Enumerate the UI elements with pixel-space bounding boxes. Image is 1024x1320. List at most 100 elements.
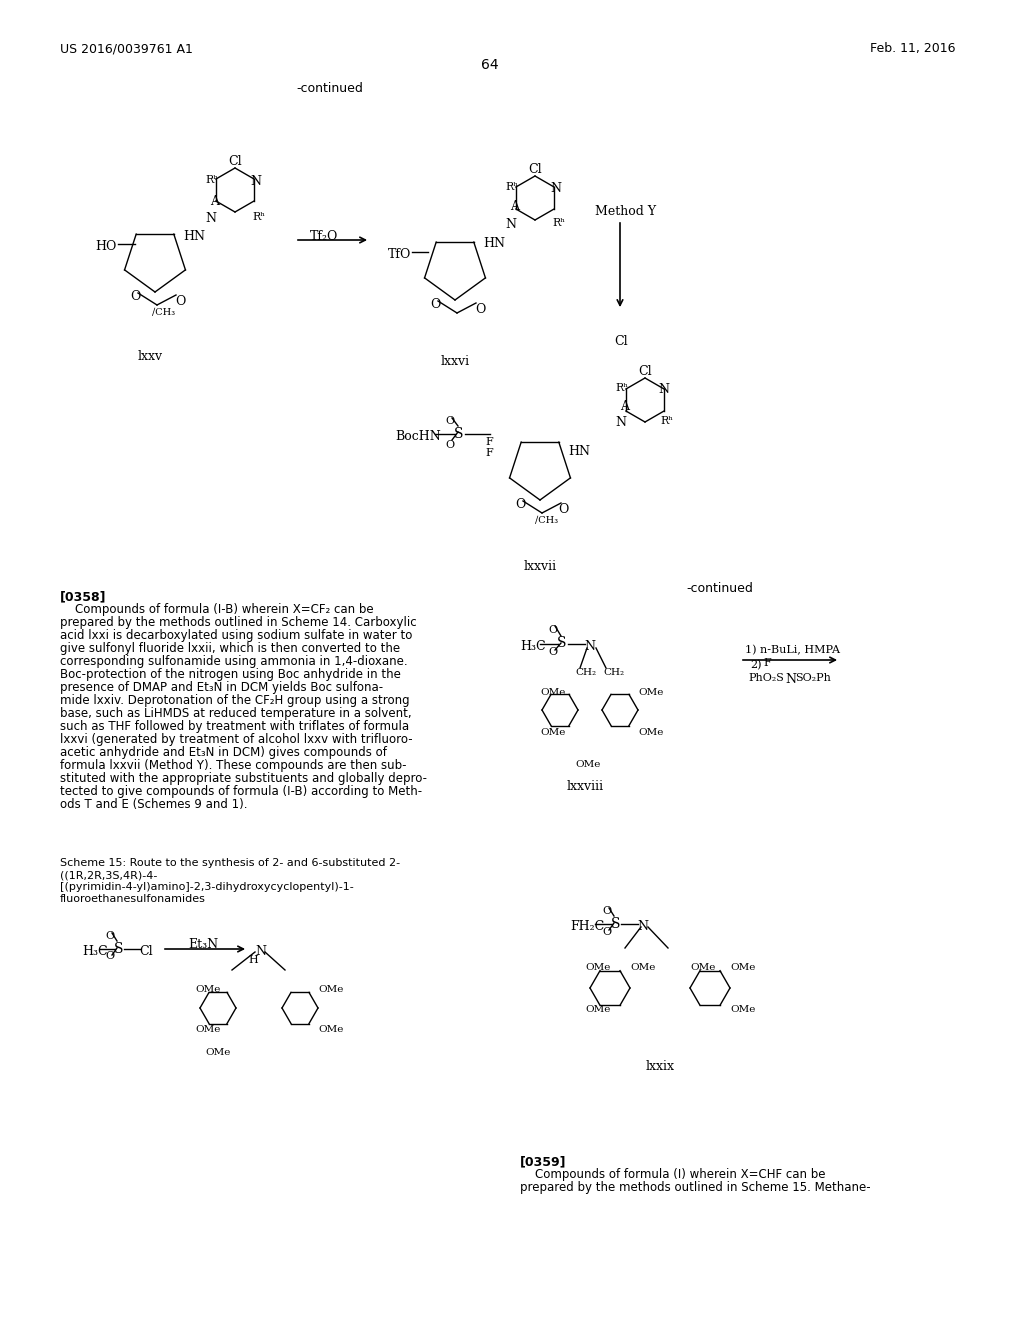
Text: H₃C: H₃C [520,640,546,653]
Text: O: O [130,290,140,304]
Text: A: A [621,400,630,413]
Text: Cl: Cl [638,366,651,378]
Text: O: O [558,503,568,516]
Text: OMe: OMe [730,964,756,972]
Text: O: O [548,624,557,635]
Text: Tf₂O: Tf₂O [310,230,338,243]
Text: Method Y: Method Y [595,205,656,218]
Text: HO: HO [95,240,117,253]
Text: Cl: Cl [614,335,628,348]
Text: N: N [658,383,669,396]
Text: lxxix: lxxix [645,1060,675,1073]
Text: fluoroethanesulfonamides: fluoroethanesulfonamides [60,894,206,904]
Text: O: O [105,931,114,941]
Text: N: N [637,920,648,933]
Text: OMe: OMe [585,964,610,972]
Text: O: O [475,304,485,315]
Text: Et₃N: Et₃N [188,939,218,950]
Text: Rʰ: Rʰ [505,182,518,191]
Text: OMe: OMe [690,964,716,972]
Text: OMe: OMe [638,688,664,697]
Text: N: N [255,945,266,958]
Text: SO₂Ph: SO₂Ph [795,673,830,682]
Text: Compounds of formula (I) wherein X=CHF can be: Compounds of formula (I) wherein X=CHF c… [520,1168,825,1181]
Text: FH₂C: FH₂C [570,920,604,933]
Text: 64: 64 [481,58,499,73]
Text: N: N [615,416,626,429]
Text: Cl: Cl [528,162,542,176]
Text: N: N [505,218,516,231]
Text: prepared by the methods outlined in Scheme 14. Carboxylic: prepared by the methods outlined in Sche… [60,616,417,630]
Text: Feb. 11, 2016: Feb. 11, 2016 [870,42,955,55]
Text: Rʰ: Rʰ [252,213,265,222]
Text: acetic anhydride and Et₃N in DCM) gives compounds of: acetic anhydride and Et₃N in DCM) gives … [60,746,387,759]
Text: ods T and E (Schemes 9 and 1).: ods T and E (Schemes 9 and 1). [60,799,248,810]
Text: OMe: OMe [730,1005,756,1014]
Text: such as THF followed by treatment with triflates of formula: such as THF followed by treatment with t… [60,719,410,733]
Text: lxxvii: lxxvii [523,560,557,573]
Text: OMe: OMe [318,985,343,994]
Text: base, such as LiHMDS at reduced temperature in a solvent,: base, such as LiHMDS at reduced temperat… [60,708,412,719]
Text: F: F [763,657,771,668]
Text: O: O [105,950,114,961]
Text: tected to give compounds of formula (I-B) according to Meth-: tected to give compounds of formula (I-B… [60,785,422,799]
Text: CH₂: CH₂ [603,668,624,677]
Text: OMe: OMe [575,760,601,770]
Text: O: O [175,294,185,308]
Text: S: S [454,426,464,441]
Text: Compounds of formula (I-B) wherein X=CF₂ can be: Compounds of formula (I-B) wherein X=CF₂… [60,603,374,616]
Text: A: A [211,195,219,209]
Text: [0359]: [0359] [520,1155,566,1168]
Text: corresponding sulfonamide using ammonia in 1,4-dioxane.: corresponding sulfonamide using ammonia … [60,655,408,668]
Text: US 2016/0039761 A1: US 2016/0039761 A1 [60,42,193,55]
Text: [0358]: [0358] [60,590,106,603]
Text: OMe: OMe [638,729,664,737]
Text: Rʰ: Rʰ [660,416,673,426]
Text: mide lxxiv. Deprotonation of the CF₂H group using a strong: mide lxxiv. Deprotonation of the CF₂H gr… [60,694,410,708]
Text: O: O [430,298,440,312]
Text: S: S [611,917,621,931]
Text: OMe: OMe [318,1026,343,1034]
Text: S: S [114,942,124,956]
Text: [(pyrimidin-4-yl)amino]-2,3-dihydroxycyclopentyl)-1-: [(pyrimidin-4-yl)amino]-2,3-dihydroxycyc… [60,882,353,892]
Text: O: O [602,906,611,916]
Text: N: N [205,213,216,224]
Text: Cl: Cl [228,154,242,168]
Text: H₃C: H₃C [82,945,108,958]
Text: ∕CH₃: ∕CH₃ [152,308,175,317]
Text: give sulfonyl fluoride lxxii, which is then converted to the: give sulfonyl fluoride lxxii, which is t… [60,642,400,655]
Text: HN: HN [483,238,505,249]
Text: O: O [445,416,454,426]
Text: OMe: OMe [540,729,565,737]
Text: ∕CH₃: ∕CH₃ [535,516,558,525]
Text: lxxvi: lxxvi [440,355,470,368]
Text: HN: HN [568,445,590,458]
Text: F: F [485,437,493,447]
Text: PhO₂S: PhO₂S [748,673,784,682]
Text: N: N [785,673,796,686]
Text: Scheme 15: Route to the synthesis of 2- and 6-substituted 2-: Scheme 15: Route to the synthesis of 2- … [60,858,400,869]
Text: F: F [485,447,493,458]
Text: O: O [548,647,557,657]
Text: stituted with the appropriate substituents and globally depro-: stituted with the appropriate substituen… [60,772,427,785]
Text: Rʰ: Rʰ [205,176,218,185]
Text: OMe: OMe [585,1005,610,1014]
Text: OMe: OMe [195,985,220,994]
Text: OMe: OMe [630,964,655,972]
Text: H: H [248,954,258,965]
Text: A: A [511,201,519,213]
Text: lxxviii: lxxviii [566,780,603,793]
Text: -continued: -continued [686,582,754,595]
Text: Cl: Cl [139,945,153,958]
Text: Rʰ: Rʰ [615,383,628,393]
Text: formula lxxvii (Method Y). These compounds are then sub-: formula lxxvii (Method Y). These compoun… [60,759,407,772]
Text: N: N [584,640,595,653]
Text: lxxvi (generated by treatment of alcohol lxxv with trifluoro-: lxxvi (generated by treatment of alcohol… [60,733,413,746]
Text: Boc-protection of the nitrogen using Boc anhydride in the: Boc-protection of the nitrogen using Boc… [60,668,400,681]
Text: TfO: TfO [388,248,412,261]
Text: acid lxxi is decarboxylated using sodium sulfate in water to: acid lxxi is decarboxylated using sodium… [60,630,413,642]
Text: 2): 2) [750,660,762,671]
Text: 1) n-BuLi, HMPA: 1) n-BuLi, HMPA [745,645,840,655]
Text: O: O [515,498,525,511]
Text: presence of DMAP and Et₃N in DCM yields Boc sulfona-: presence of DMAP and Et₃N in DCM yields … [60,681,383,694]
